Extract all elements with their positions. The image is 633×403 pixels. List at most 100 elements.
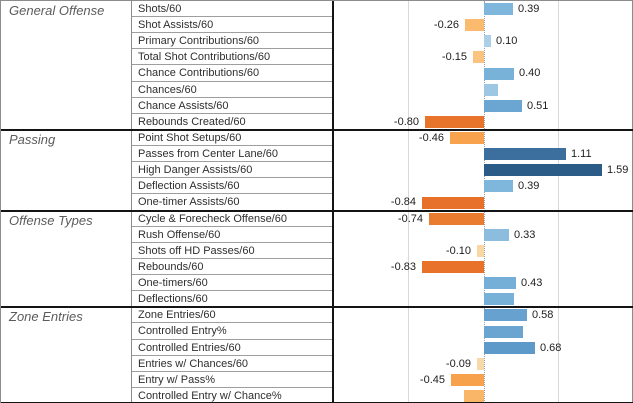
metric-label: Zone Entries/60 bbox=[138, 309, 216, 321]
value-label: -0.15 bbox=[441, 51, 467, 63]
category-metric-divider bbox=[131, 1, 132, 403]
metric-label: High Danger Assists/60 bbox=[138, 164, 253, 176]
metric-label: Controlled Entry w/ Chance% bbox=[138, 390, 282, 402]
bar[interactable] bbox=[484, 3, 513, 15]
bar[interactable] bbox=[484, 148, 566, 160]
metric-label-cell: Passes from Center Lane/60 bbox=[132, 146, 332, 162]
bar[interactable] bbox=[451, 374, 484, 386]
metric-label-cell: Controlled Entries/60 bbox=[132, 340, 332, 356]
metric-label: Primary Contributions/60 bbox=[138, 35, 260, 47]
metric-label-cell: Zone Entries/60 bbox=[132, 307, 332, 323]
metric-label-cell: Entry w/ Pass% bbox=[132, 372, 332, 388]
metric-label: Entries w/ Chances/60 bbox=[138, 358, 249, 370]
bar[interactable] bbox=[429, 213, 484, 225]
value-label: 0.39 bbox=[518, 180, 540, 192]
metric-label: Entry w/ Pass% bbox=[138, 374, 216, 386]
metric-label-cell: Shot Assists/60 bbox=[132, 17, 332, 33]
value-label: -0.46 bbox=[418, 132, 444, 144]
metric-chart-divider bbox=[332, 1, 334, 403]
value-label: -0.74 bbox=[397, 213, 423, 225]
metric-label-cell: Deflections/60 bbox=[132, 291, 332, 307]
bar[interactable] bbox=[484, 229, 509, 241]
value-label: -0.84 bbox=[390, 196, 416, 208]
metric-label-cell: Rebounds/60 bbox=[132, 259, 332, 275]
metric-label: Passes from Center Lane/60 bbox=[138, 148, 279, 160]
bar[interactable] bbox=[484, 100, 522, 112]
bar[interactable] bbox=[484, 342, 535, 354]
metric-label-cell: Cycle & Forecheck Offense/60 bbox=[132, 211, 332, 227]
metric-label-cell: Chance Contributions/60 bbox=[132, 65, 332, 82]
metric-label: Total Shot Contributions/60 bbox=[138, 51, 271, 63]
metric-label: Chances/60 bbox=[138, 84, 197, 96]
bar[interactable] bbox=[484, 326, 523, 338]
pane-separator bbox=[1, 129, 633, 131]
value-label: -0.26 bbox=[433, 19, 459, 31]
metric-label: Point Shot Setups/60 bbox=[138, 132, 242, 144]
metric-label-cell: Controlled Entry% bbox=[132, 323, 332, 340]
metric-label: Controlled Entry% bbox=[138, 325, 227, 337]
pane-separator bbox=[1, 306, 633, 308]
gridline-plus1 bbox=[558, 1, 559, 403]
metric-label: Controlled Entries/60 bbox=[138, 342, 241, 354]
bar[interactable] bbox=[450, 132, 484, 144]
metric-label: Rebounds/60 bbox=[138, 261, 204, 273]
metric-label: Rush Offense/60 bbox=[138, 229, 221, 241]
bar[interactable] bbox=[484, 309, 527, 321]
pane-separator bbox=[1, 210, 633, 212]
metric-label: One-timer Assists/60 bbox=[138, 196, 240, 208]
metric-label-cell: One-timer Assists/60 bbox=[132, 194, 332, 211]
bar[interactable] bbox=[484, 68, 514, 80]
value-label: 0.40 bbox=[519, 67, 541, 79]
gridline-minus1 bbox=[408, 1, 409, 403]
metric-label: Shots off HD Passes/60 bbox=[138, 245, 255, 257]
value-label: -0.09 bbox=[445, 358, 471, 370]
metric-label: Shots/60 bbox=[138, 3, 182, 15]
bar[interactable] bbox=[465, 19, 484, 31]
metric-label-cell: One-timers/60 bbox=[132, 275, 332, 291]
value-label: 0.58 bbox=[532, 309, 554, 321]
metric-label-cell: Shots/60 bbox=[132, 1, 332, 17]
metric-label: Chance Contributions/60 bbox=[138, 67, 260, 79]
category-label: General Offense bbox=[9, 3, 105, 18]
value-label: -0.83 bbox=[390, 261, 416, 273]
bar[interactable] bbox=[422, 261, 484, 273]
metric-label: Rebounds Created/60 bbox=[138, 116, 246, 128]
value-label: 1.59 bbox=[607, 164, 629, 176]
metric-label-cell: Point Shot Setups/60 bbox=[132, 130, 332, 146]
value-label: 0.10 bbox=[496, 35, 518, 47]
category-label: Passing bbox=[9, 132, 56, 147]
value-label: -0.80 bbox=[393, 116, 419, 128]
bar[interactable] bbox=[484, 84, 498, 96]
metric-label: Shot Assists/60 bbox=[138, 19, 214, 31]
metric-label-cell: Total Shot Contributions/60 bbox=[132, 49, 332, 65]
metric-label: Deflections/60 bbox=[138, 293, 208, 305]
metric-label: One-timers/60 bbox=[138, 277, 208, 289]
value-label: -0.45 bbox=[419, 374, 445, 386]
bar[interactable] bbox=[484, 277, 516, 289]
bar[interactable] bbox=[422, 197, 484, 209]
bar[interactable] bbox=[477, 358, 484, 370]
bar[interactable] bbox=[473, 51, 484, 63]
value-label: 0.39 bbox=[518, 3, 540, 15]
metric-label-cell: Rush Offense/60 bbox=[132, 227, 332, 243]
metric-label-cell: Controlled Entry w/ Chance% bbox=[132, 388, 332, 403]
value-label: 0.51 bbox=[527, 100, 549, 112]
bar[interactable] bbox=[477, 245, 484, 257]
bar[interactable] bbox=[425, 116, 484, 128]
metric-label-cell: Shots off HD Passes/60 bbox=[132, 243, 332, 259]
metric-label-cell: Primary Contributions/60 bbox=[132, 33, 332, 49]
zero-axis-line bbox=[484, 1, 486, 403]
metric-label-cell: High Danger Assists/60 bbox=[132, 162, 332, 178]
metric-label: Cycle & Forecheck Offense/60 bbox=[138, 213, 287, 225]
category-label: Offense Types bbox=[9, 213, 93, 228]
metric-label-cell: Chances/60 bbox=[132, 82, 332, 98]
metric-label: Deflection Assists/60 bbox=[138, 180, 240, 192]
value-label: 0.43 bbox=[521, 277, 543, 289]
value-label: 0.68 bbox=[540, 342, 562, 354]
bar[interactable] bbox=[484, 180, 513, 192]
bar[interactable] bbox=[484, 35, 491, 47]
bar[interactable] bbox=[464, 390, 484, 402]
bar[interactable] bbox=[484, 164, 602, 176]
bar[interactable] bbox=[484, 293, 514, 305]
